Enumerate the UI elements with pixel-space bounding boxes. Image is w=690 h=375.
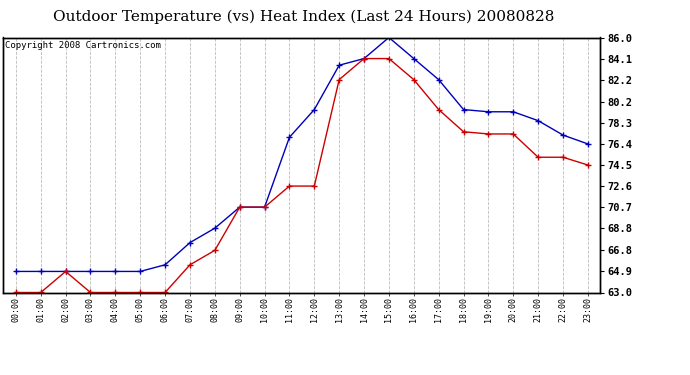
Text: Outdoor Temperature (vs) Heat Index (Last 24 Hours) 20080828: Outdoor Temperature (vs) Heat Index (Las… <box>53 9 554 24</box>
Text: Copyright 2008 Cartronics.com: Copyright 2008 Cartronics.com <box>5 41 161 50</box>
